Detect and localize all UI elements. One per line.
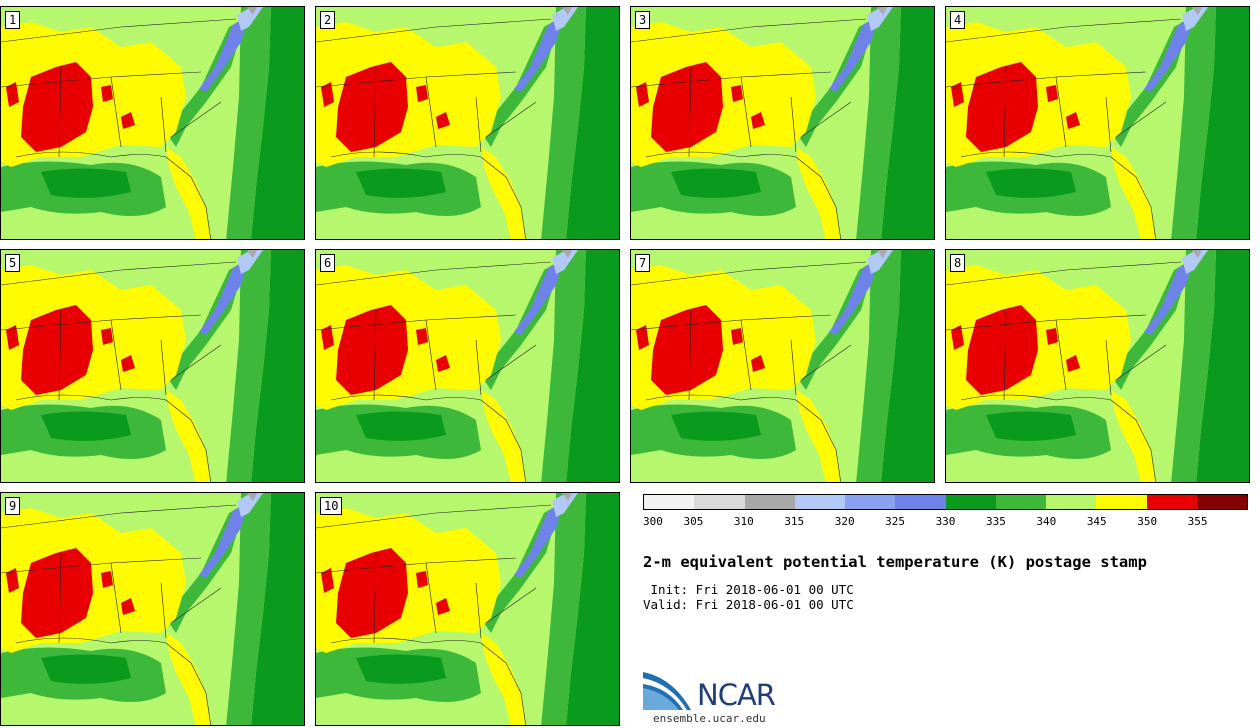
colorbar-ticks: 300 305 310 315 320 325 330 335 340 345 350 355 bbox=[643, 515, 1248, 529]
valid-time: Valid: Fri 2018-06-01 00 UTC bbox=[643, 597, 854, 612]
colorbar-swatch bbox=[995, 495, 1046, 509]
colorbar-tick-label: 345 bbox=[1086, 515, 1107, 528]
map-panel: 9 bbox=[0, 492, 305, 726]
map-image bbox=[1, 493, 304, 725]
colorbar-tick-label: 340 bbox=[1036, 515, 1057, 528]
colorbar-tick-label: 355 bbox=[1187, 515, 1208, 528]
map-image bbox=[946, 7, 1249, 239]
colorbar-tick-label: 335 bbox=[985, 515, 1006, 528]
init-time: Init: Fri 2018-06-01 00 UTC bbox=[643, 582, 854, 597]
ncar-logo-text: NCAR bbox=[697, 678, 776, 712]
panel-number: 7 bbox=[635, 254, 651, 272]
map-image bbox=[946, 250, 1249, 482]
colorbar-tick-label: 350 bbox=[1137, 515, 1158, 528]
colorbar-tick-label: 305 bbox=[683, 515, 704, 528]
colorbar-swatch bbox=[694, 495, 745, 509]
map-panel: 4 bbox=[945, 6, 1250, 240]
colorbar-swatch bbox=[1096, 495, 1147, 509]
map-panel: 10 bbox=[315, 492, 620, 726]
map-image bbox=[631, 7, 934, 239]
map-image bbox=[316, 7, 619, 239]
panel-number: 1 bbox=[5, 11, 21, 29]
colorbar-swatch bbox=[644, 495, 695, 509]
map-panel: 5 bbox=[0, 249, 305, 483]
map-panel: 6 bbox=[315, 249, 620, 483]
panel-number: 6 bbox=[320, 254, 336, 272]
map-panel: 8 bbox=[945, 249, 1250, 483]
colorbar-swatch bbox=[1196, 495, 1247, 509]
colorbar-tick-label: 315 bbox=[784, 515, 805, 528]
colorbar-swatch bbox=[895, 495, 946, 509]
panel-number: 3 bbox=[635, 11, 651, 29]
panel-number: 4 bbox=[950, 11, 966, 29]
map-image bbox=[631, 250, 934, 482]
colorbar-tick-label: 300 bbox=[643, 515, 663, 528]
colorbar-swatch bbox=[845, 495, 896, 509]
map-panel: 2 bbox=[315, 6, 620, 240]
figure-title: 2-m equivalent potential temperature (K)… bbox=[643, 553, 1147, 571]
map-panel: 3 bbox=[630, 6, 935, 240]
panel-number: 9 bbox=[5, 497, 21, 515]
colorbar-swatch bbox=[794, 495, 845, 509]
colorbar bbox=[643, 494, 1248, 510]
map-image bbox=[1, 250, 304, 482]
colorbar-tick-label: 310 bbox=[733, 515, 754, 528]
panel-number: 2 bbox=[320, 11, 336, 29]
map-image bbox=[1, 7, 304, 239]
site-url: ensemble.ucar.edu bbox=[653, 712, 766, 725]
map-panel: 1 bbox=[0, 6, 305, 240]
ncar-logo-icon bbox=[643, 672, 691, 710]
map-panel: 7 bbox=[630, 249, 935, 483]
colorbar-swatch bbox=[744, 495, 795, 509]
map-image bbox=[316, 493, 619, 725]
colorbar-tick-label: 330 bbox=[935, 515, 956, 528]
panel-number: 5 bbox=[5, 254, 21, 272]
colorbar-swatch bbox=[1046, 495, 1097, 509]
colorbar-tick-label: 320 bbox=[834, 515, 855, 528]
map-image bbox=[316, 250, 619, 482]
colorbar-tick-label: 325 bbox=[885, 515, 906, 528]
panel-number: 10 bbox=[320, 497, 343, 515]
colorbar-swatch bbox=[1146, 495, 1197, 509]
panel-number: 8 bbox=[950, 254, 966, 272]
colorbar-swatch bbox=[945, 495, 996, 509]
